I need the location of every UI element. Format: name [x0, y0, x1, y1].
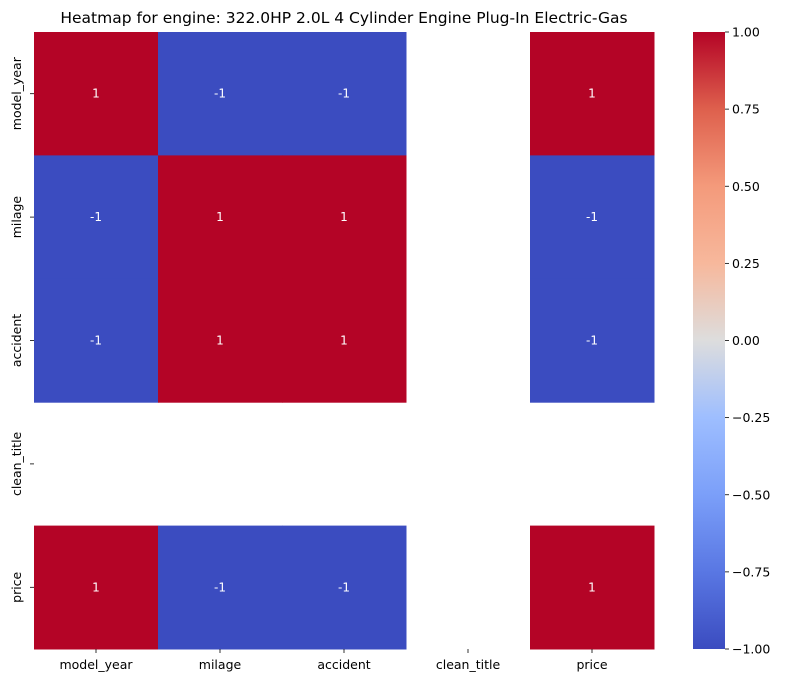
y-tick-label: milage — [9, 196, 24, 239]
heatmap-cell-accident-model_year — [34, 278, 159, 403]
y-tick-label: clean_title — [9, 431, 24, 496]
cell-label: 1 — [588, 580, 596, 594]
heatmap-cell-milage-model_year — [34, 155, 159, 280]
heatmap-cell-milage-accident — [282, 155, 407, 280]
cell-label: 1 — [216, 334, 224, 348]
heatmap-cell-price-accident — [282, 525, 407, 650]
heatmap-cells: 1 -1 -1 1 -1 1 1 -1 -1 1 1 -1 1 -1 -1 1 — [34, 32, 655, 650]
cell-label: -1 — [90, 210, 102, 224]
colorbar-tick-label: 0.25 — [732, 256, 760, 271]
cell-label: 1 — [92, 580, 100, 594]
heatmap-cell-model_year-accident — [282, 32, 407, 156]
cell-label: 1 — [216, 210, 224, 224]
heatmap-cell-model_year-milage — [158, 32, 283, 156]
y-tick-label: accident — [9, 314, 24, 367]
y-tick-label: price — [9, 571, 24, 602]
heatmap-cell-model_year-model_year — [34, 32, 159, 156]
heatmap-cell-milage-milage — [158, 155, 283, 280]
x-tick-label: accident — [317, 657, 370, 672]
heatmap-cell-price-price — [530, 525, 655, 650]
colorbar-tick-label: 1.00 — [732, 25, 760, 40]
colorbar-tick-label: −0.25 — [732, 410, 770, 425]
x-tick-label: model_year — [59, 657, 133, 672]
colorbar-tick-label: −1.00 — [732, 642, 770, 657]
colorbar-gradient — [693, 32, 725, 649]
heatmap-cell-model_year-price — [530, 32, 655, 156]
heatmap-cell-price-model_year — [34, 525, 159, 650]
cell-label: -1 — [586, 210, 598, 224]
colorbar-tick-label: −0.75 — [732, 564, 770, 579]
cell-label: 1 — [92, 87, 100, 101]
colorbar-tick-label: −0.50 — [732, 487, 770, 502]
y-tick-label: model_year — [9, 56, 24, 130]
heatmap-cell-accident-milage — [158, 278, 283, 403]
x-tick-label: price — [576, 657, 607, 672]
cell-label: -1 — [214, 580, 226, 594]
cell-label: 1 — [340, 210, 348, 224]
heatmap-cell-accident-accident — [282, 278, 407, 403]
cell-label: -1 — [586, 334, 598, 348]
heatmap-cell-milage-price — [530, 155, 655, 280]
cell-label: -1 — [338, 580, 350, 594]
heatmap-cell-price-milage — [158, 525, 283, 650]
colorbar: 1.00 0.75 0.50 0.25 0.00 −0.25 −0.50 −0.75 −1.00 — [693, 25, 770, 657]
x-axis: model_year milage accident clean_title price — [59, 649, 608, 672]
cell-label: 1 — [588, 87, 596, 101]
cell-label: -1 — [214, 87, 226, 101]
cell-label: -1 — [338, 87, 350, 101]
x-tick-label: milage — [199, 657, 242, 672]
chart-title: Heatmap for engine: 322.0HP 2.0L 4 Cylin… — [60, 9, 627, 27]
colorbar-tick-label: 0.75 — [732, 102, 760, 117]
heatmap-cell-accident-price — [530, 278, 655, 403]
cell-label: -1 — [90, 334, 102, 348]
colorbar-tick-label: 0.50 — [732, 179, 760, 194]
cell-label: 1 — [340, 334, 348, 348]
x-tick-label: clean_title — [436, 657, 501, 672]
colorbar-tick-label: 0.00 — [732, 333, 760, 348]
